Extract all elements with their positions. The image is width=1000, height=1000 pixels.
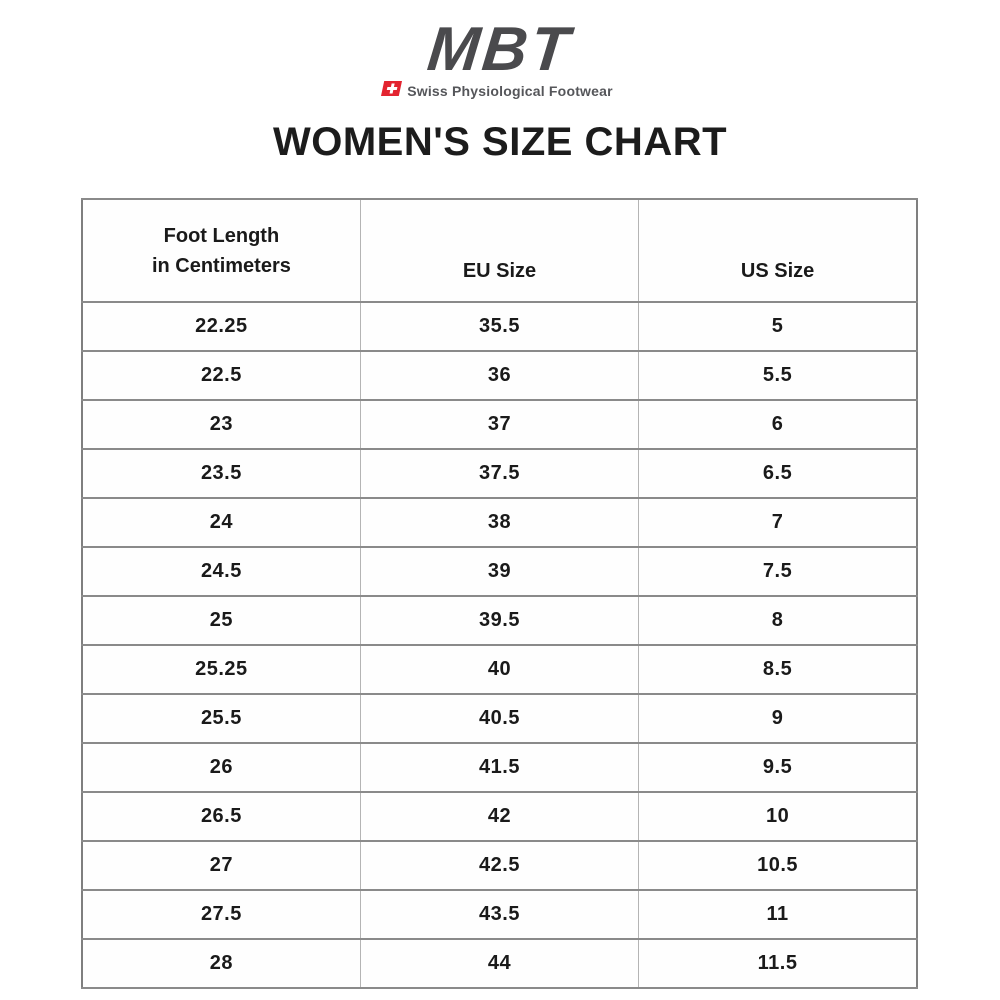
size-cell-eu: 39.5	[359, 595, 640, 646]
table-row: 28 44 11.5	[81, 938, 918, 989]
brand-tagline-row: Swiss Physiological Footwear	[381, 81, 613, 101]
size-cell-eu: 37.5	[359, 448, 640, 499]
table-row: 27 42.5 10.5	[81, 840, 918, 891]
size-cell-eu: 40.5	[359, 693, 640, 744]
size-cell-cm: 25	[81, 595, 361, 646]
size-cell-eu: 41.5	[359, 742, 640, 793]
size-cell-us: 8	[638, 595, 918, 646]
column-header-foot-length-line1: Foot Length	[163, 224, 280, 247]
size-cell-us: 8.5	[638, 644, 918, 695]
column-header-foot-length: Foot Length in Centimeters	[81, 198, 361, 303]
size-cell-cm: 26.5	[81, 791, 361, 842]
size-cell-eu: 42	[359, 791, 640, 842]
header-row: Foot Length in Centimeters EU Size US Si…	[81, 198, 918, 303]
size-cell-cm: 25.5	[81, 693, 361, 744]
table-row: 24 38 7	[81, 497, 918, 548]
size-cell-eu: 39	[359, 546, 640, 597]
table-row: 25.5 40.5 9	[81, 693, 918, 744]
size-cell-eu: 38	[359, 497, 640, 548]
size-cell-eu: 42.5	[359, 840, 640, 891]
table-row: 26.5 42 10	[81, 791, 918, 842]
column-header-foot-length-line2: in Centimeters	[151, 254, 291, 277]
table-row: 22.5 36 5.5	[81, 350, 918, 401]
size-cell-us: 10	[638, 791, 918, 842]
table-row: 22.25 35.5 5	[81, 301, 918, 352]
size-cell-cm: 28	[81, 938, 361, 989]
column-header-us-size: US Size	[638, 198, 918, 303]
size-cell-us: 9.5	[638, 742, 918, 793]
table-row: 25 39.5 8	[81, 595, 918, 646]
size-cell-us: 10.5	[638, 840, 918, 891]
size-cell-cm: 22.25	[81, 301, 361, 352]
table-row: 25.25 40 8.5	[81, 644, 918, 695]
brand-wordmark: MBT	[424, 15, 576, 84]
size-cell-cm: 23.5	[81, 448, 361, 499]
size-cell-cm: 23	[81, 399, 361, 450]
size-cell-eu: 40	[359, 644, 640, 695]
brand-logo: MBT Swiss Physiological Footwear	[0, 15, 1000, 101]
table-row: 24.5 39 7.5	[81, 546, 918, 597]
size-cell-cm: 22.5	[81, 350, 361, 401]
size-cell-us: 11.5	[638, 938, 918, 989]
brand-tagline: Swiss Physiological Footwear	[407, 83, 613, 99]
size-cell-us: 6	[638, 399, 918, 450]
swiss-flag-icon	[381, 81, 403, 101]
size-cell-eu: 36	[359, 350, 640, 401]
size-table-header: Foot Length in Centimeters EU Size US Si…	[81, 198, 918, 303]
table-row: 26 41.5 9.5	[81, 742, 918, 793]
table-row: 23.5 37.5 6.5	[81, 448, 918, 499]
table-row: 27.5 43.5 11	[81, 889, 918, 940]
size-chart-table: Foot Length in Centimeters EU Size US Si…	[81, 198, 918, 989]
size-cell-cm: 27.5	[81, 889, 361, 940]
size-cell-us: 7.5	[638, 546, 918, 597]
size-cell-cm: 26	[81, 742, 361, 793]
size-cell-eu: 37	[359, 399, 640, 450]
table-row: 23 37 6	[81, 399, 918, 450]
page-title: WOMEN'S SIZE CHART	[272, 120, 728, 164]
size-cell-us: 5.5	[638, 350, 918, 401]
size-cell-us: 9	[638, 693, 918, 744]
size-cell-us: 11	[638, 889, 918, 940]
size-cell-eu: 43.5	[359, 889, 640, 940]
column-header-eu-size: EU Size	[359, 198, 640, 303]
size-cell-us: 7	[638, 497, 918, 548]
size-cell-cm: 27	[81, 840, 361, 891]
size-cell-us: 5	[638, 301, 918, 352]
size-cell-cm: 24.5	[81, 546, 361, 597]
size-cell-eu: 35.5	[359, 301, 640, 352]
size-cell-eu: 44	[359, 938, 640, 989]
size-cell-cm: 25.25	[81, 644, 361, 695]
size-cell-us: 6.5	[638, 448, 918, 499]
size-cell-cm: 24	[81, 497, 361, 548]
size-table-body: 22.25 35.5 5 22.5 36 5.5 23 37 6 23.5 37.5 6.5 24 38 7…	[81, 301, 918, 989]
